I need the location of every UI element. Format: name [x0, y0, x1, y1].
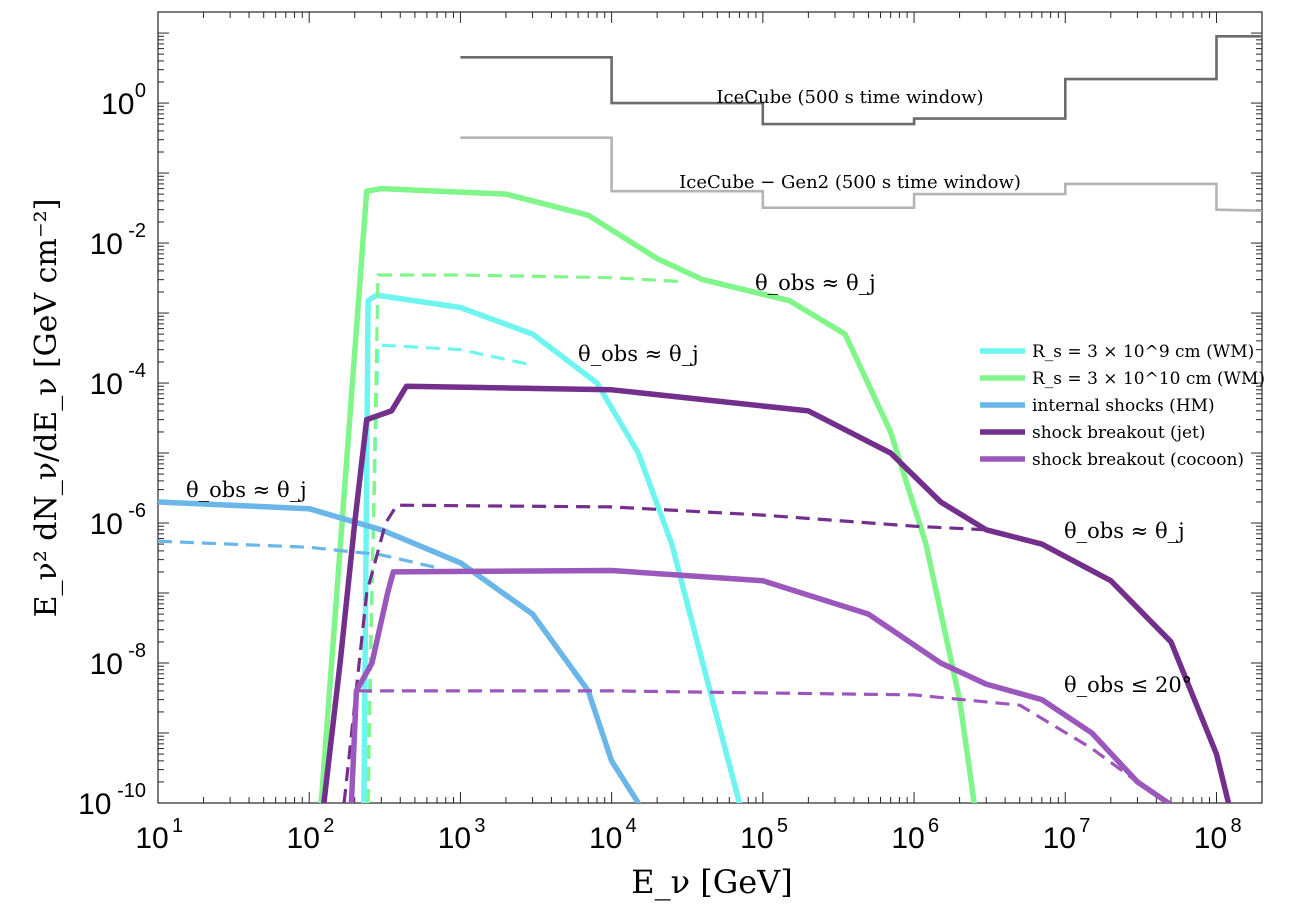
y-tick-label: 10	[90, 368, 123, 401]
annotation-internal-shocks: θ_obs ≈ θ_j	[186, 478, 307, 502]
y-tick-label: 10	[90, 648, 123, 681]
x-tick-label: 10	[891, 822, 924, 855]
series-solid-line	[361, 292, 743, 803]
y-tick-exponent: -4	[128, 360, 146, 382]
y-tick-exponent: -6	[128, 500, 146, 522]
x-tick-label: 10	[287, 822, 320, 855]
y-tick-label: 10	[78, 788, 111, 821]
x-axis-label: E_ν [GeV]	[631, 863, 793, 901]
x-tick-label: 10	[589, 822, 622, 855]
x-tick-labels: 10 1 10 2 10 3 10 4 10 5 10 6 10 7 10 8	[135, 815, 1241, 855]
series-solid-line	[348, 567, 1172, 803]
legend-label: internal shocks (HM)	[1032, 396, 1215, 416]
plot-area	[157, 11, 1263, 804]
x-tick-label: 10	[135, 822, 168, 855]
series-solid-line	[318, 185, 977, 803]
annotation-rs9: θ_obs ≈ θ_j	[578, 342, 699, 366]
y-tick-label: 10	[101, 88, 134, 121]
x-tick-label: 10	[1194, 822, 1227, 855]
y-axis-label: E_ν² dN_ν/dE_ν [GeV cm⁻²]	[29, 199, 64, 618]
x-tick-exponent: 5	[777, 815, 788, 837]
y-tick-exponent: -10	[117, 780, 146, 802]
sensitivity-curve	[460, 136, 1262, 212]
x-tick-label: 10	[740, 822, 773, 855]
series-solid-line	[158, 499, 642, 803]
legend: R_s = 3 × 10^9 cm (WM) R_s = 3 × 10^10 cm…	[980, 342, 1265, 470]
series-dashed-line	[366, 273, 684, 803]
annotation-jet: θ_obs ≈ θ_j	[1064, 519, 1185, 543]
y-tick-exponent: -8	[128, 640, 146, 662]
x-tick-exponent: 6	[928, 815, 939, 837]
series-solid-line	[321, 383, 1232, 803]
x-tick-exponent: 3	[474, 815, 485, 837]
x-tick-exponent: 1	[172, 815, 183, 837]
legend-label: R_s = 3 × 10^10 cm (WM)	[1032, 369, 1265, 389]
legend-label: shock breakout (jet)	[1032, 423, 1206, 443]
icecube-gen2-label: IceCube − Gen2 (500 s time window)	[679, 172, 1021, 193]
curves	[158, 35, 1262, 803]
y-tick-label: 10	[90, 228, 123, 261]
legend-label: shock breakout (cocoon)	[1032, 450, 1244, 470]
y-tick-exponent: -2	[128, 220, 146, 242]
sensitivity-curve	[460, 35, 1262, 126]
icecube-label: IceCube (500 s time window)	[716, 87, 983, 108]
x-tick-label: 10	[438, 822, 471, 855]
annotation-rs10: θ_obs ≈ θ_j	[755, 271, 876, 295]
annotation-cocoon: θ_obs ≤ 20°	[1064, 673, 1192, 697]
y-tick-exponent: 0	[135, 80, 146, 102]
series-dashed-line	[342, 503, 987, 803]
x-tick-label: 10	[1043, 822, 1076, 855]
legend-label: R_s = 3 × 10^9 cm (WM)	[1032, 342, 1254, 362]
series-dashed-line	[158, 539, 438, 570]
y-tick-label: 10	[90, 508, 123, 541]
x-tick-exponent: 8	[1230, 815, 1241, 837]
x-tick-exponent: 7	[1079, 815, 1090, 837]
series-dashed-line	[357, 689, 1139, 784]
x-tick-exponent: 2	[323, 815, 334, 837]
x-tick-exponent: 4	[626, 815, 637, 837]
